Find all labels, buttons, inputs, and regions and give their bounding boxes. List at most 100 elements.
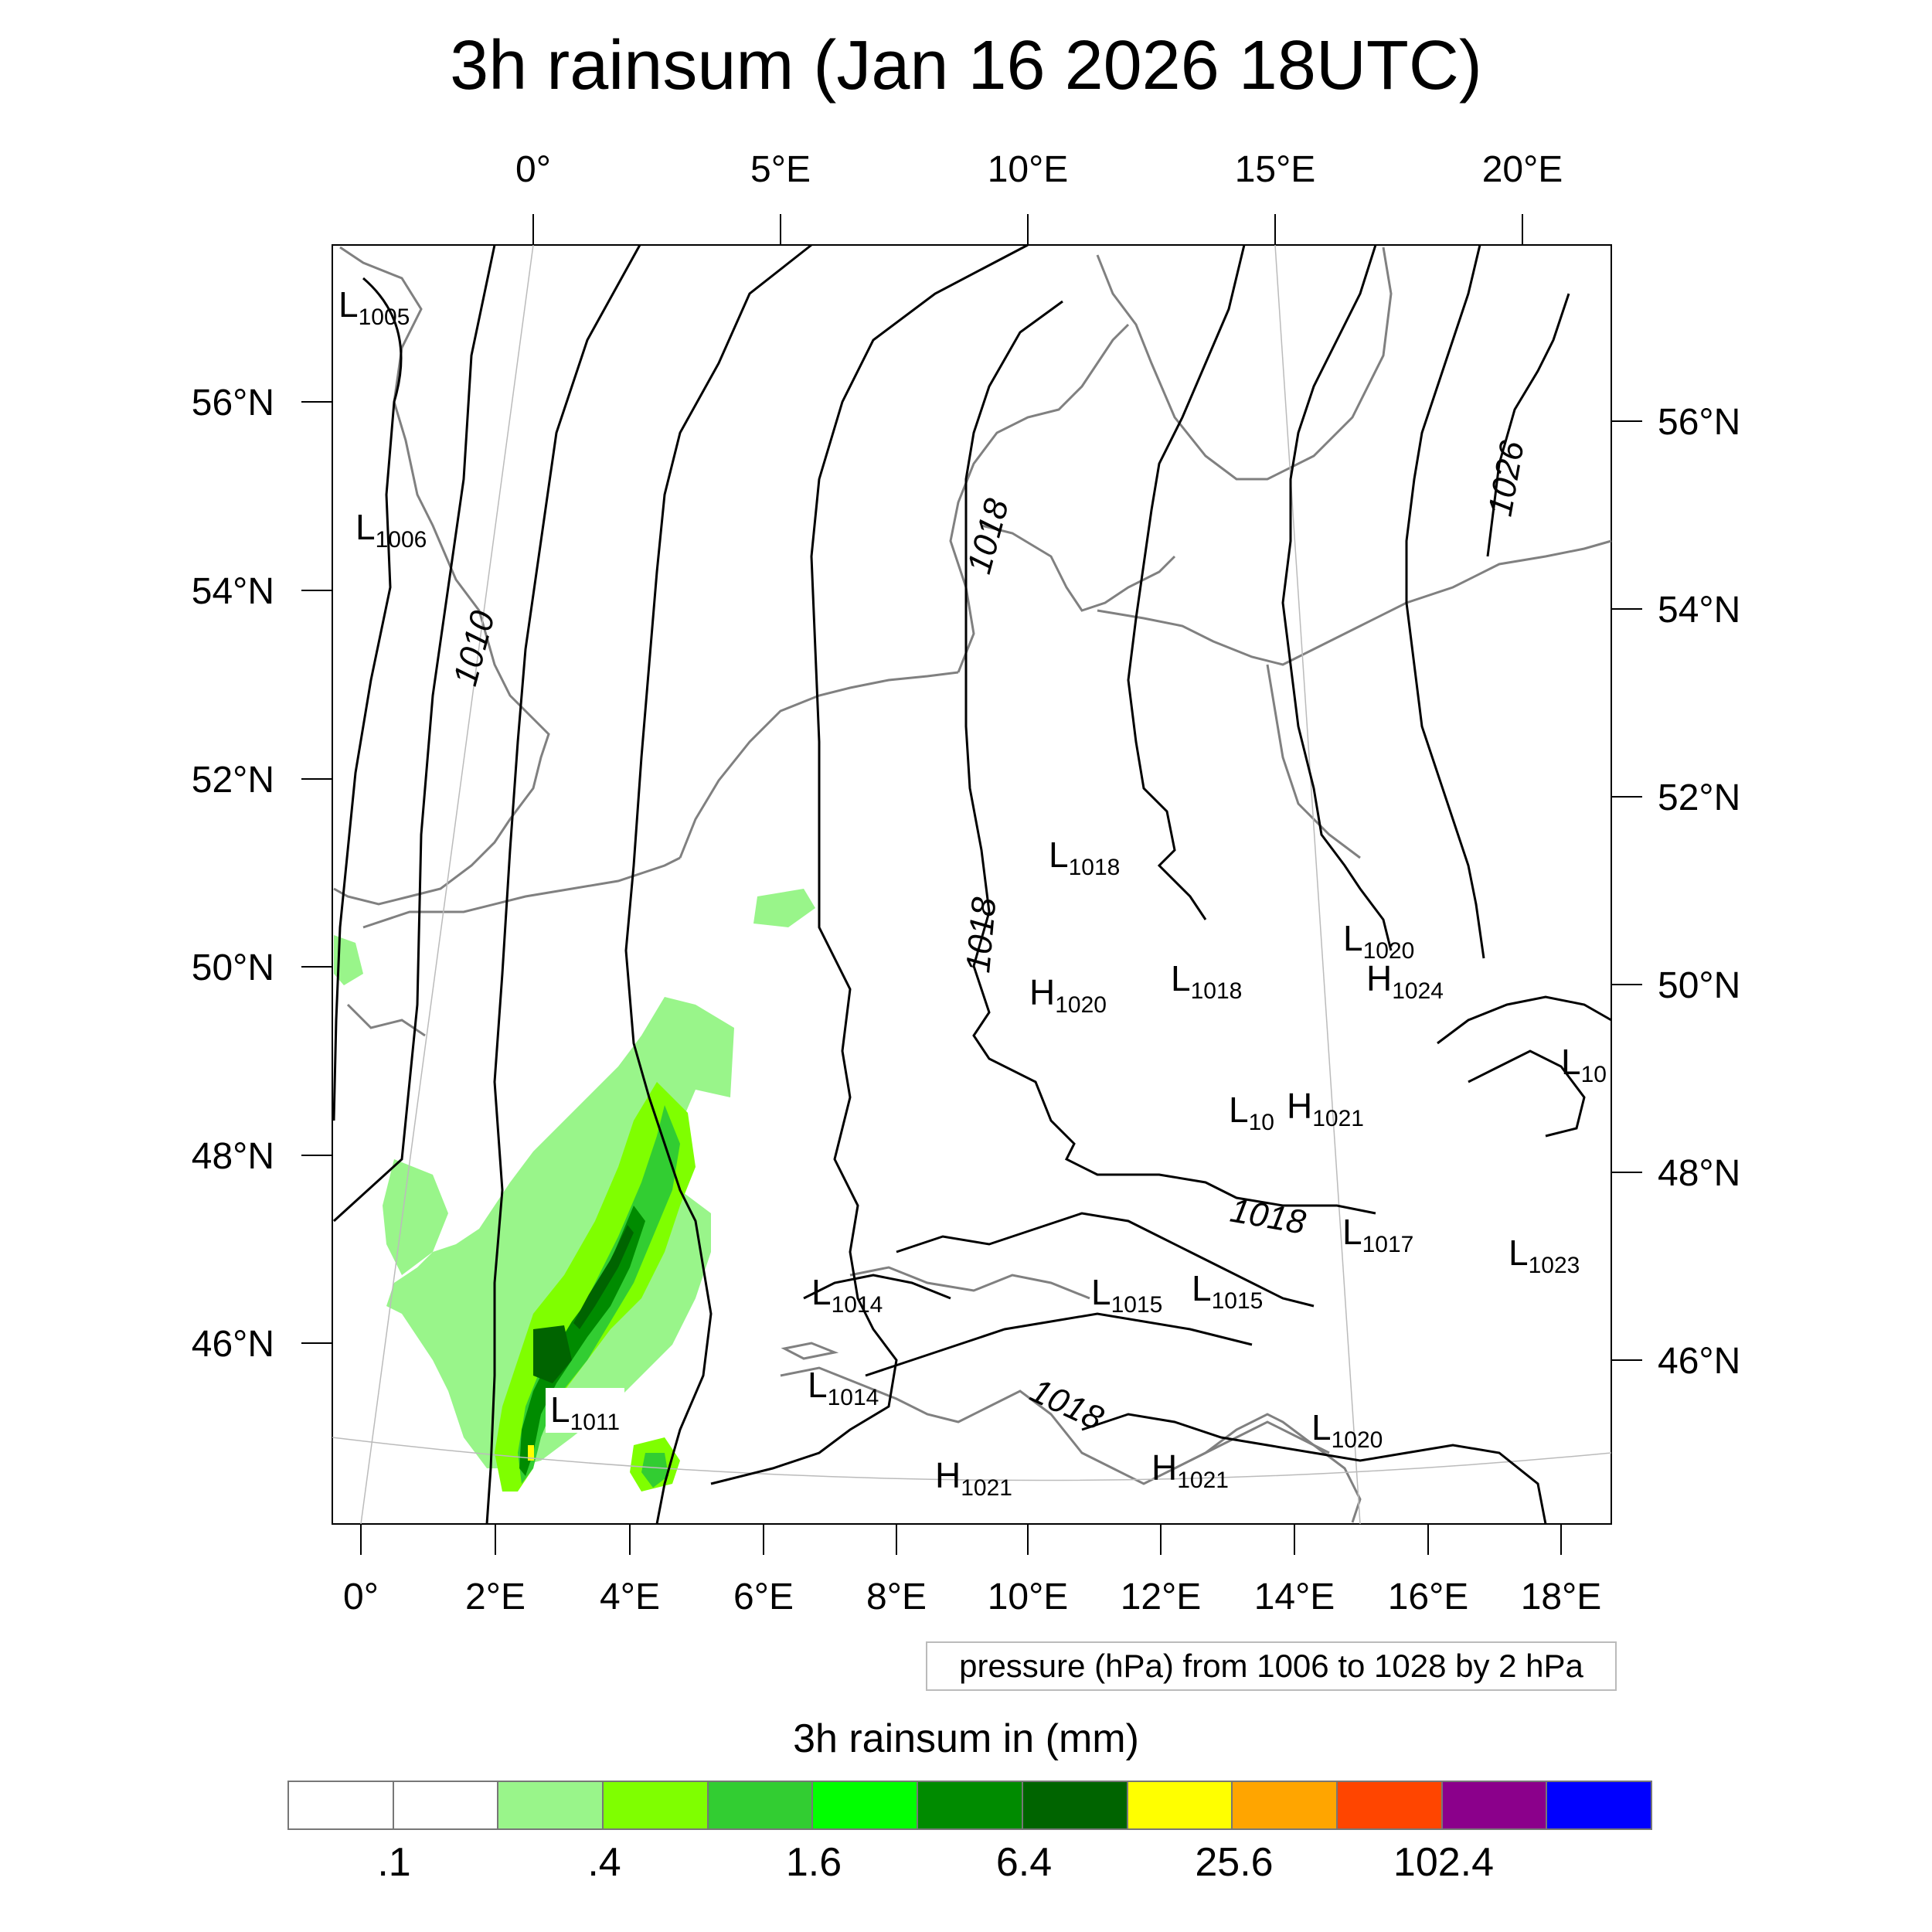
- lat-label: 54°N: [1658, 590, 1740, 631]
- lat-label: 54°N: [192, 571, 274, 612]
- lon-label: 8°E: [866, 1577, 927, 1617]
- colorbar-swatch: [1233, 1782, 1338, 1828]
- contour-label: 1018: [960, 495, 1016, 578]
- coast-denmark: [981, 524, 1176, 612]
- isobar-14: [1468, 1049, 1586, 1138]
- top-ticks: [532, 214, 1523, 245]
- colorbar-swatch: [604, 1782, 709, 1828]
- colorbar-swatch: [1442, 1782, 1548, 1828]
- lon-label: 14°E: [1254, 1577, 1335, 1617]
- parallel-45: [332, 1437, 1612, 1481]
- coast-germany-north: [949, 323, 1130, 673]
- pressure-center: H1020: [1029, 972, 1107, 1018]
- colorbar-tick-label: .1: [377, 1840, 411, 1885]
- right-lat-labels: 56°N 54°N 52°N 50°N 48°N 46°N: [1658, 402, 1740, 1382]
- isobar-15: [1081, 1413, 1547, 1525]
- isobar-4: [624, 243, 812, 1525]
- colorbar-swatch: [708, 1782, 814, 1828]
- colorbar: [287, 1781, 1652, 1830]
- left-ticks: [301, 401, 332, 1344]
- colorbar-tick-label: .4: [587, 1840, 621, 1885]
- pressure-center: L1006: [355, 507, 427, 553]
- map-frame: [332, 244, 1612, 1525]
- isobar-12: [865, 1312, 1253, 1377]
- pressure-center: L1020: [1311, 1407, 1383, 1453]
- isobar-11: [896, 1212, 1315, 1308]
- pressure-center: H1021: [1151, 1447, 1229, 1493]
- colorbar-tick-label: 1.6: [785, 1840, 842, 1885]
- lake-geneva: [781, 1342, 839, 1360]
- isobar-1: [332, 277, 403, 1121]
- rain-field: [334, 889, 815, 1492]
- rain-light-nw: [334, 935, 363, 985]
- meridian-0: [360, 244, 534, 1525]
- isobar-5: [710, 243, 1029, 1485]
- lat-label: 56°N: [1658, 402, 1740, 443]
- colorbar-title: 3h rainsum in (mm): [793, 1716, 1139, 1761]
- isobar-3: [485, 244, 641, 1525]
- coast-sweden: [1096, 247, 1393, 481]
- top-lon-labels: 0° 5°E 10°E 15°E 20°E: [515, 149, 1563, 190]
- isobar-16: [803, 1274, 951, 1300]
- coast-benelux: [679, 671, 959, 859]
- border-alps: [849, 1266, 1090, 1300]
- pressure-center: L1005: [338, 284, 410, 330]
- contour-label: 1018: [1227, 1192, 1308, 1242]
- isobar-8: [1281, 244, 1393, 951]
- colorbar-swatch: [1547, 1782, 1651, 1828]
- rain-light-west: [383, 1159, 448, 1275]
- lon-label: 12°E: [1121, 1577, 1202, 1617]
- lon-label: 10°E: [988, 1577, 1069, 1617]
- coast-france-west: [346, 1003, 426, 1037]
- lon-label: 4°E: [600, 1577, 660, 1617]
- isobar-7: [1127, 244, 1246, 920]
- lon-label: 18°E: [1521, 1577, 1602, 1617]
- colorbar-swatch: [813, 1782, 919, 1828]
- isobar-2: [332, 244, 496, 1223]
- rain-peak-yellow: [528, 1445, 534, 1461]
- colorbar-swatch: [393, 1782, 499, 1828]
- rain-extreme-center: [533, 1325, 572, 1383]
- pressure-center: L1015: [1192, 1268, 1263, 1314]
- colorbar-tick-label: 25.6: [1195, 1840, 1274, 1885]
- colorbar-tick-label: 6.4: [995, 1840, 1053, 1885]
- right-ticks: [1611, 420, 1642, 1361]
- lat-label: 52°N: [192, 760, 274, 801]
- lon-label: 0°: [515, 149, 551, 190]
- lon-label: 10°E: [988, 149, 1069, 190]
- pressure-center: L1023: [1509, 1233, 1580, 1278]
- isobar-10: [1486, 293, 1570, 557]
- pressure-center: L1018: [1049, 835, 1120, 880]
- lon-label: 15°E: [1235, 149, 1316, 190]
- pressure-center: L1015: [1091, 1272, 1162, 1318]
- pressure-centers: L1005 L1006 L1018 L1020 H1024 H1020 L101…: [338, 284, 1607, 1501]
- lon-label: 20°E: [1482, 149, 1563, 190]
- pressure-center: H1021: [935, 1455, 1012, 1501]
- pressure-center: H1024: [1366, 958, 1444, 1004]
- rain-light-north: [753, 889, 815, 927]
- lat-label: 46°N: [1658, 1341, 1740, 1382]
- meridian-15: [1274, 244, 1361, 1525]
- isobar-6: [964, 300, 1376, 1215]
- border-poland: [1266, 664, 1361, 859]
- isobars: [332, 243, 1612, 1525]
- pressure-center: L1014: [811, 1272, 883, 1318]
- pressure-center: L10: [1561, 1042, 1607, 1087]
- isobar-9: [1405, 244, 1485, 959]
- colorbar-swatch: [1337, 1782, 1443, 1828]
- lon-label: 6°E: [733, 1577, 794, 1617]
- left-lat-labels: 56°N 54°N 52°N 50°N 48°N 46°N: [192, 383, 274, 1365]
- pressure-center: L1011: [550, 1389, 620, 1435]
- colorbar-swatch: [289, 1782, 394, 1828]
- contour-label: 1018: [959, 896, 1003, 975]
- rain-heavy-south: [641, 1453, 668, 1488]
- colorbar-tick-label: 102.4: [1393, 1840, 1495, 1885]
- graticule: [332, 244, 1612, 1525]
- lat-label: 52°N: [1658, 777, 1740, 818]
- bottom-ticks: [360, 1524, 1562, 1555]
- lon-label: 2°E: [465, 1577, 526, 1617]
- pressure-center: H1021: [1287, 1086, 1364, 1131]
- lat-label: 56°N: [192, 383, 274, 423]
- bottom-lon-labels: 0° 2°E 4°E 6°E 8°E 10°E 12°E 14°E 16°E 1…: [343, 1577, 1601, 1617]
